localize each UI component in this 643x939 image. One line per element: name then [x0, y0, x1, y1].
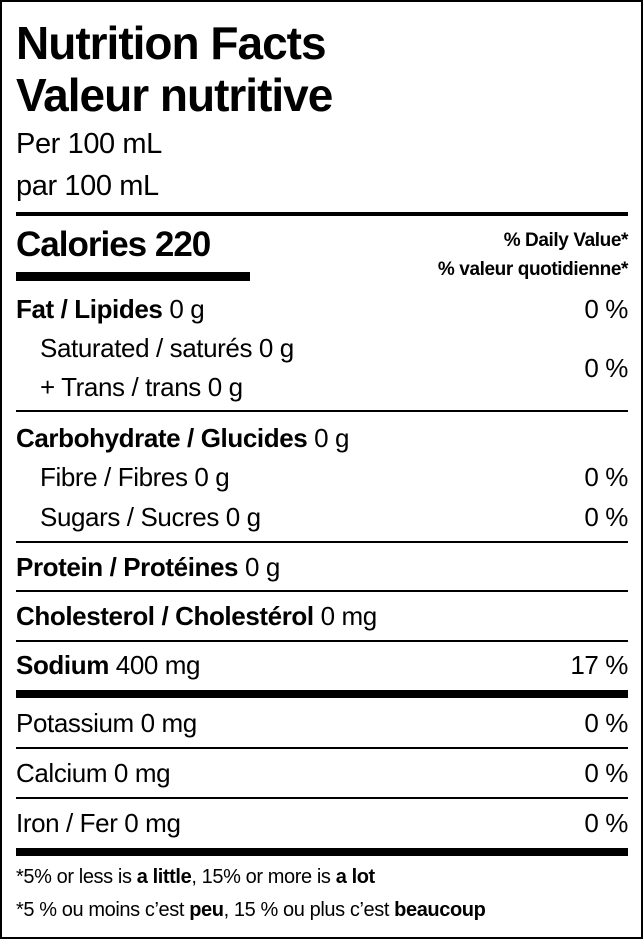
footnote-bold: a little	[136, 866, 192, 888]
potassium-dv: 0 %	[584, 708, 628, 738]
sodium-label: Sodium	[16, 650, 109, 680]
calories-bar	[16, 272, 250, 281]
divider	[16, 590, 628, 592]
saturated-trans-dv: 0 %	[584, 353, 628, 383]
carb-label: Carbohydrate / Glucides	[16, 423, 308, 453]
calories-label: Calories	[16, 225, 147, 264]
carb-row: Carbohydrate / Glucides 0 g	[16, 423, 350, 454]
cholesterol-label: Cholesterol / Cholestérol	[16, 601, 314, 631]
fat-amount: 0 g	[169, 294, 205, 324]
divider	[16, 747, 628, 749]
divider	[16, 797, 628, 799]
fibre-dv: 0 %	[584, 462, 628, 492]
fat-label: Fat / Lipides	[16, 294, 163, 324]
divider	[16, 410, 628, 412]
protein-row: Protein / Protéines 0 g	[16, 552, 280, 583]
footnote-bold: peu	[189, 899, 224, 921]
sodium-row: Sodium 400 mg	[16, 650, 200, 681]
footnote-text: *5% or less is	[16, 866, 137, 888]
divider-thick	[16, 848, 628, 856]
dv-header-en: % Daily Value*	[503, 230, 629, 251]
fat-row: Fat / Lipides 0 g	[16, 294, 205, 325]
footnote-text: *5 % ou moins c’est	[16, 899, 190, 921]
trans-row: + Trans / trans 0 g	[40, 372, 243, 402]
carb-amount: 0 g	[314, 423, 350, 453]
footnote-bold: beaucoup	[394, 899, 486, 921]
calories: Calories 220	[16, 225, 211, 265]
cholesterol-amount: 0 mg	[320, 601, 378, 631]
calcium-dv: 0 %	[584, 758, 628, 788]
sodium-dv: 17 %	[570, 650, 628, 680]
footnote-en: *5% or less is a little, 15% or more is …	[16, 866, 375, 889]
footnote-bold: a lot	[335, 866, 376, 888]
iron-row: Iron / Fer 0 mg	[16, 808, 181, 838]
serving-en: Per 100 mL	[16, 128, 162, 160]
dv-header-fr: % valeur quotidienne*	[437, 259, 628, 280]
sugars-dv: 0 %	[584, 502, 628, 532]
footnote-text: , 15 % ou plus c’est	[223, 899, 395, 921]
iron-dv: 0 %	[584, 808, 628, 838]
protein-amount: 0 g	[244, 552, 280, 582]
divider-thick	[16, 212, 628, 216]
protein-label: Protein / Protéines	[16, 552, 239, 582]
sugars-row: Sugars / Sucres 0 g	[40, 502, 261, 532]
divider	[16, 541, 628, 543]
divider	[16, 640, 628, 642]
calcium-row: Calcium 0 mg	[16, 758, 171, 788]
cholesterol-row: Cholesterol / Cholestérol 0 mg	[16, 601, 377, 632]
footnote-fr: *5 % ou moins c’est peu, 15 % ou plus c’…	[16, 899, 486, 922]
sodium-amount: 400 mg	[115, 650, 201, 680]
title-fr: Valeur nutritive	[16, 69, 333, 121]
fibre-row: Fibre / Fibres 0 g	[40, 462, 230, 492]
saturated-row: Saturated / saturés 0 g	[40, 333, 294, 363]
title-en: Nutrition Facts	[16, 17, 327, 69]
serving-fr: par 100 mL	[16, 170, 159, 202]
fat-dv: 0 %	[584, 294, 628, 324]
calories-value: 220	[154, 225, 211, 264]
divider-thick	[16, 690, 628, 698]
footnote-text: , 15% or more is	[191, 866, 336, 888]
potassium-row: Potassium 0 mg	[16, 708, 197, 738]
